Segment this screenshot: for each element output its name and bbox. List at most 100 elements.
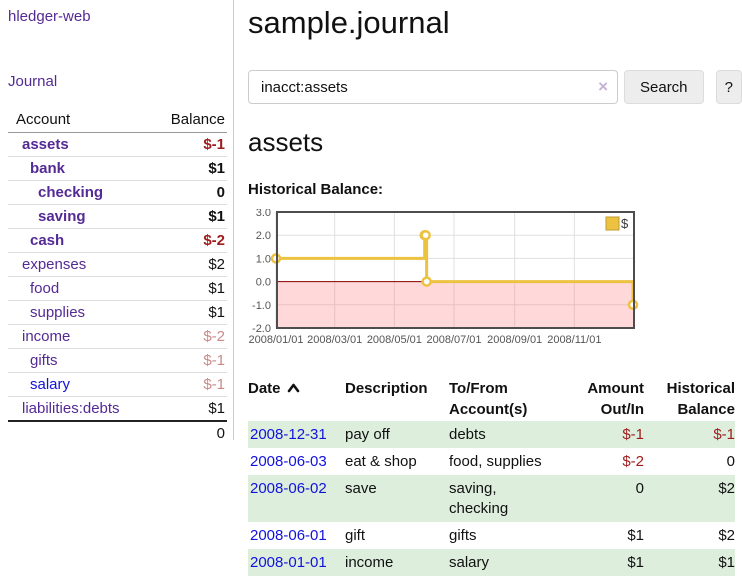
page-title: sample.journal — [248, 5, 450, 40]
svg-text:2.0: 2.0 — [256, 230, 271, 242]
account-link[interactable]: bank — [30, 160, 66, 177]
transaction-balance: $2 — [718, 527, 735, 544]
account-balance: $1 — [146, 300, 227, 325]
register-header-row: Date Description To/From Account(s) Amou… — [248, 377, 735, 421]
account-row: saving $1 — [8, 204, 227, 229]
account-row: checking 0 — [8, 180, 227, 205]
account-row: assets $-1 — [8, 133, 227, 157]
register-header-amount: Amount Out/In — [587, 380, 644, 418]
transaction-accounts: salary — [449, 554, 490, 571]
svg-text:2008/05/01: 2008/05/01 — [367, 334, 422, 346]
account-balance: $1 — [146, 204, 227, 229]
account-row: expenses $2 — [8, 252, 227, 277]
account-balance: $2 — [146, 252, 227, 277]
transaction-balance: $-1 — [713, 426, 735, 443]
account-row: bank $1 — [8, 156, 227, 181]
account-link[interactable]: gifts — [30, 352, 58, 369]
accounts-table: Account Balance assets $-1 bank $1 checking 0… — [8, 108, 227, 445]
account-link[interactable]: salary — [30, 376, 71, 393]
transaction-balance: 0 — [726, 453, 735, 470]
transaction-date-link[interactable]: 2008-12-31 — [250, 426, 327, 443]
account-row: cash $-2 — [8, 228, 227, 253]
transaction-description: pay off — [345, 426, 390, 443]
transaction-description: gift — [345, 527, 366, 544]
transaction-date-link[interactable]: 2008-06-01 — [250, 527, 327, 544]
transaction-amount: $-1 — [622, 426, 644, 443]
account-balance: $-2 — [146, 324, 227, 349]
clear-search-icon[interactable]: × — [598, 77, 608, 96]
svg-text:2008/07/01: 2008/07/01 — [426, 334, 481, 346]
account-heading: assets — [248, 127, 324, 157]
help-button[interactable]: ? — [715, 70, 742, 104]
account-row: food $1 — [8, 276, 227, 301]
account-link[interactable]: income — [22, 328, 71, 345]
transaction-balance: $1 — [718, 554, 735, 571]
account-balance: $1 — [146, 396, 227, 421]
transaction-description: income — [345, 554, 394, 571]
transaction-amount: 0 — [635, 480, 644, 497]
account-link[interactable]: supplies — [30, 304, 86, 321]
transaction-description: save — [345, 480, 377, 497]
transaction-amount: $1 — [627, 554, 644, 571]
svg-text:-1.0: -1.0 — [252, 300, 271, 312]
transaction-description: eat & shop — [345, 453, 417, 470]
transaction-accounts: gifts — [449, 527, 477, 544]
account-link[interactable]: assets — [22, 136, 69, 153]
transaction-date-link[interactable]: 2008-06-03 — [250, 453, 327, 470]
svg-text:$: $ — [621, 216, 629, 231]
transaction-row: 2008-06-02 save saving, checking 0 $2 — [248, 475, 735, 522]
account-link[interactable]: expenses — [22, 256, 87, 273]
transaction-date-link[interactable]: 2008-06-02 — [250, 480, 327, 497]
account-balance: $-1 — [203, 136, 225, 153]
register-header-date[interactable]: Date — [248, 377, 345, 421]
register-table: Date Description To/From Account(s) Amou… — [248, 377, 735, 576]
transaction-date-link[interactable]: 2008-01-01 — [250, 554, 327, 571]
brand-link[interactable]: hledger-web — [8, 8, 91, 25]
account-row: income $-2 — [8, 324, 227, 349]
search-button[interactable]: Search — [624, 70, 704, 104]
transaction-row: 2008-12-31 pay off debts $-1 $-1 — [248, 421, 735, 448]
transaction-amount: $-2 — [622, 453, 644, 470]
transaction-accounts: debts — [449, 426, 486, 443]
account-link[interactable]: saving — [38, 208, 86, 225]
account-row: supplies $1 — [8, 300, 227, 325]
svg-text:2008/01/01: 2008/01/01 — [248, 334, 303, 346]
transaction-amount: $1 — [627, 527, 644, 544]
account-row: gifts $-1 — [8, 348, 227, 373]
svg-text:0.0: 0.0 — [256, 277, 271, 289]
search-form: × Search ? — [248, 70, 742, 104]
svg-text:3.0: 3.0 — [256, 209, 271, 219]
svg-text:-2.0: -2.0 — [252, 323, 271, 335]
account-balance: $-1 — [146, 348, 227, 373]
transaction-accounts: saving, checking — [449, 480, 509, 517]
accounts-header-account: Account — [8, 108, 147, 133]
account-link[interactable]: checking — [38, 184, 104, 201]
account-balance: $-2 — [146, 228, 227, 253]
account-link[interactable]: liabilities:debts — [22, 400, 120, 417]
account-link[interactable]: cash — [30, 232, 65, 249]
svg-text:2008/09/01: 2008/09/01 — [487, 334, 542, 346]
historical-balance-chart: $3.0 2.0 1.0 0.0 -1.0 -2.0 2008/01/01 2008/03/0… — [248, 207, 742, 356]
accounts-header-row: Account Balance — [8, 108, 227, 133]
account-link[interactable]: food — [30, 280, 60, 297]
register-header-balance: Historical Balance — [666, 380, 735, 418]
account-balance: $1 — [146, 276, 227, 301]
sidebar: hledger-web Journal Account Balance asse… — [0, 0, 233, 582]
svg-text:1.0: 1.0 — [256, 253, 271, 265]
transaction-row: 2008-01-01 income salary $1 $1 — [248, 549, 735, 576]
account-balance: $1 — [146, 156, 227, 181]
transaction-row: 2008-06-01 gift gifts $1 $2 — [248, 522, 735, 549]
search-input[interactable] — [248, 70, 618, 104]
account-balance: 0 — [146, 180, 227, 205]
svg-text:2008/11/01: 2008/11/01 — [547, 334, 601, 346]
accounts-total-row: 0 — [8, 420, 227, 445]
chart-label: Historical Balance: — [248, 181, 384, 198]
transaction-row: 2008-06-03 eat & shop food, supplies $-2 0 — [248, 448, 735, 475]
accounts-header-balance: Balance — [146, 108, 227, 133]
main-content: sample.journal × Search ? assets Histori… — [248, 0, 742, 576]
sidebar-item-journal[interactable]: Journal — [8, 73, 58, 90]
register-header-accounts: To/From Account(s) — [449, 380, 528, 418]
account-balance: $-1 — [146, 372, 227, 397]
